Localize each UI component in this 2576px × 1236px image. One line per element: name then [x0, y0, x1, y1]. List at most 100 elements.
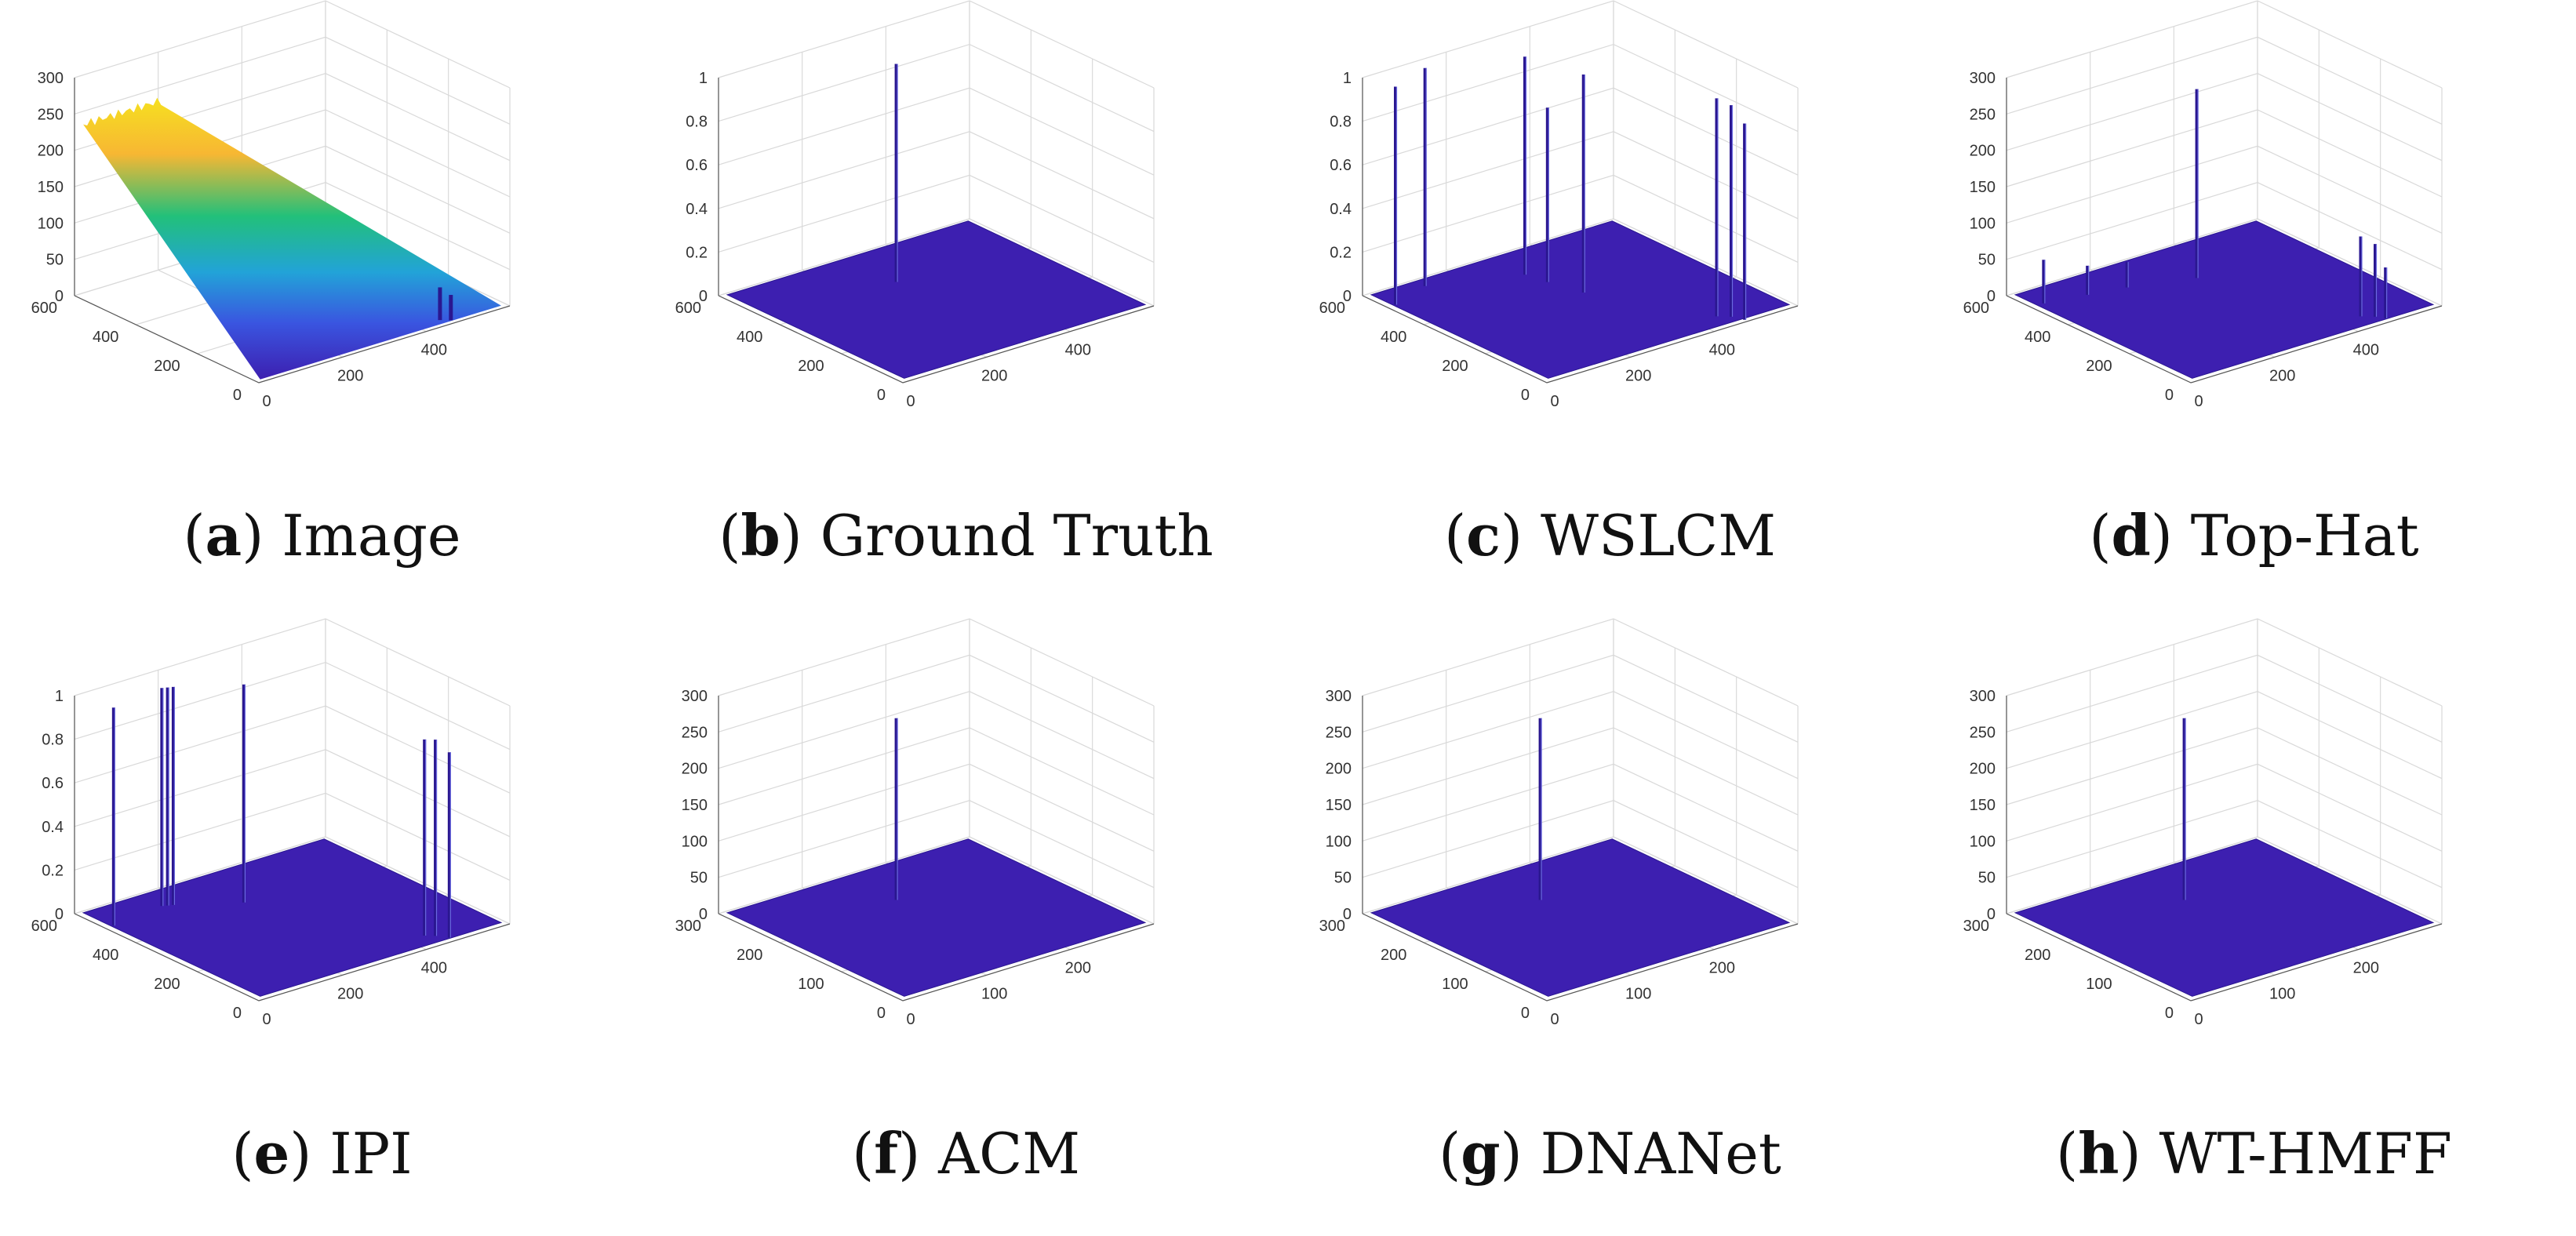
plot-d: 0 50 100 150 200 250 300 0 200 400 0 200 400 600: [1963, 0, 2443, 410]
y-tick-label: 600: [1319, 300, 1345, 317]
caption-e: (e) IPI: [231, 1120, 413, 1187]
floor-axes: [2006, 913, 2443, 1002]
plot-a: 0 50 100 150 200 250 300 0 200 400 0 200 400 600: [31, 0, 511, 410]
grid-line: [718, 0, 1155, 89]
grid-line: [1362, 691, 1799, 780]
y-tick-label: 0: [1521, 387, 1530, 404]
surface: [2014, 838, 2435, 997]
grid-line: [1362, 727, 1799, 816]
grid-line: [1362, 0, 1799, 89]
y-tick-label: 300: [1319, 918, 1345, 935]
grid-line: [2006, 727, 2443, 816]
grid-line: [2257, 836, 2443, 925]
x-tick-label: 400: [421, 960, 447, 977]
grid-line: [1362, 654, 1799, 743]
z-tick-label: 200: [682, 761, 708, 778]
panel-g: 0 50 100 150 200 250 300 0 100 200 0 100 200 300 (g) …: [1288, 618, 1932, 1236]
y-tick-label: 300: [1963, 918, 1989, 935]
z-tick-label: 250: [1970, 724, 1996, 741]
z-tick-label: 150: [682, 797, 708, 814]
x-tick-label: 0: [262, 393, 271, 410]
y-tick-label: 400: [93, 329, 118, 346]
axes-c: 0 0.2 0.4 0.6 0.8 1 0 200 400 0 200 400 600: [1319, 0, 1799, 410]
floor-axes: [1362, 295, 1799, 384]
y-tick-label: 600: [675, 300, 701, 317]
surface: [2014, 220, 2435, 379]
z-tick-label: 50: [690, 870, 708, 887]
panel-f: 0 50 100 150 200 250 300 0 100 200 0 100 200 300 (f) …: [644, 618, 1288, 1236]
x-tick-label: 400: [421, 342, 447, 359]
z-tick-label: 300: [682, 688, 708, 705]
x-tick-label: 400: [1065, 342, 1091, 359]
x-tick-label: 400: [2353, 342, 2379, 359]
z-tick-label: 150: [1970, 797, 1996, 814]
z-tick-label: 0: [55, 288, 64, 305]
panel-e: 0 0.2 0.4 0.6 0.8 1 0 200 400 0 200 400 600 (e) IPI: [0, 618, 644, 1236]
z-tick-label: 0.4: [1330, 201, 1352, 218]
x-tick-label: 0: [1550, 393, 1559, 410]
z-tick-label: 0.2: [686, 244, 708, 261]
y-tick-label: 600: [31, 918, 57, 935]
y-tick-label: 0: [1521, 1005, 1530, 1022]
y-tick-label: 300: [675, 918, 701, 935]
z-tick-label: 0: [699, 288, 708, 305]
surface: [1370, 838, 1791, 997]
axes-e: 0 0.2 0.4 0.6 0.8 1 0 200 400 0 200 400 600: [31, 618, 511, 1028]
y-tick-label: 100: [798, 976, 824, 993]
z-tick-label: 0.2: [1330, 244, 1352, 261]
z-tick-label: 300: [1970, 70, 1996, 87]
y-tick-label: 0: [233, 387, 242, 404]
z-tick-label: 1: [55, 688, 64, 705]
grid-line: [325, 836, 511, 925]
grid-line: [74, 0, 511, 89]
z-tick-label: 0: [55, 906, 64, 923]
plot-c: 0 0.2 0.4 0.6 0.8 1 0 200 400 0 200 400 600: [1319, 0, 1799, 410]
grid-line: [2006, 654, 2443, 743]
grid-line: [2257, 218, 2443, 307]
z-tick-label: 200: [1970, 143, 1996, 160]
grid-line: [2006, 36, 2443, 125]
z-tick-label: 50: [1978, 870, 1996, 887]
grid-line: [1362, 618, 1799, 707]
plot-b: 0 0.2 0.4 0.6 0.8 1 0 200 400 0 200 400 600: [675, 0, 1155, 410]
z-tick-label: 50: [1334, 870, 1352, 887]
caption-c: (c) WSLCM: [1444, 502, 1776, 569]
z-tick-label: 50: [1978, 252, 1996, 269]
z-tick-label: 300: [38, 70, 64, 87]
floor-axes: [74, 295, 511, 384]
z-tick-label: 200: [1970, 761, 1996, 778]
x-tick-label: 200: [337, 985, 363, 1002]
grid-line: [718, 691, 1155, 780]
x-tick-label: 100: [981, 985, 1007, 1002]
grid-line: [2006, 145, 2443, 234]
z-tick-label: 0.8: [686, 114, 708, 131]
y-tick-label: 200: [798, 358, 824, 375]
z-tick-label: 250: [1326, 724, 1352, 741]
y-tick-label: 200: [1381, 947, 1406, 964]
surface: [726, 838, 1147, 997]
z-tick-label: 150: [38, 179, 64, 196]
surface: [83, 97, 501, 380]
x-tick-label: 200: [981, 367, 1007, 384]
caption-a: (a) Image: [183, 502, 461, 569]
z-tick-label: 300: [1326, 688, 1352, 705]
z-tick-label: 250: [38, 106, 64, 123]
y-tick-label: 400: [2025, 329, 2050, 346]
z-tick-label: 200: [1326, 761, 1352, 778]
z-tick-label: 0.6: [686, 157, 708, 174]
z-tick-label: 0.8: [42, 732, 64, 749]
y-tick-label: 0: [877, 1005, 886, 1022]
z-tick-label: 200: [38, 143, 64, 160]
x-tick-label: 200: [1065, 960, 1091, 977]
grid-line: [718, 836, 970, 914]
x-tick-label: 200: [1625, 367, 1651, 384]
z-tick-label: 0.6: [42, 775, 64, 792]
z-tick-label: 0: [1343, 288, 1352, 305]
floor-axes: [2006, 295, 2443, 384]
